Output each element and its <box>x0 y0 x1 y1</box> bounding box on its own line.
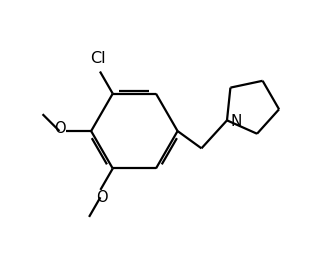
Text: methoxy: methoxy <box>42 110 48 112</box>
Text: O: O <box>96 190 107 205</box>
Text: Cl: Cl <box>90 51 106 66</box>
Text: methoxy: methoxy <box>36 113 43 114</box>
Text: N: N <box>230 114 242 129</box>
Text: O: O <box>54 121 65 136</box>
